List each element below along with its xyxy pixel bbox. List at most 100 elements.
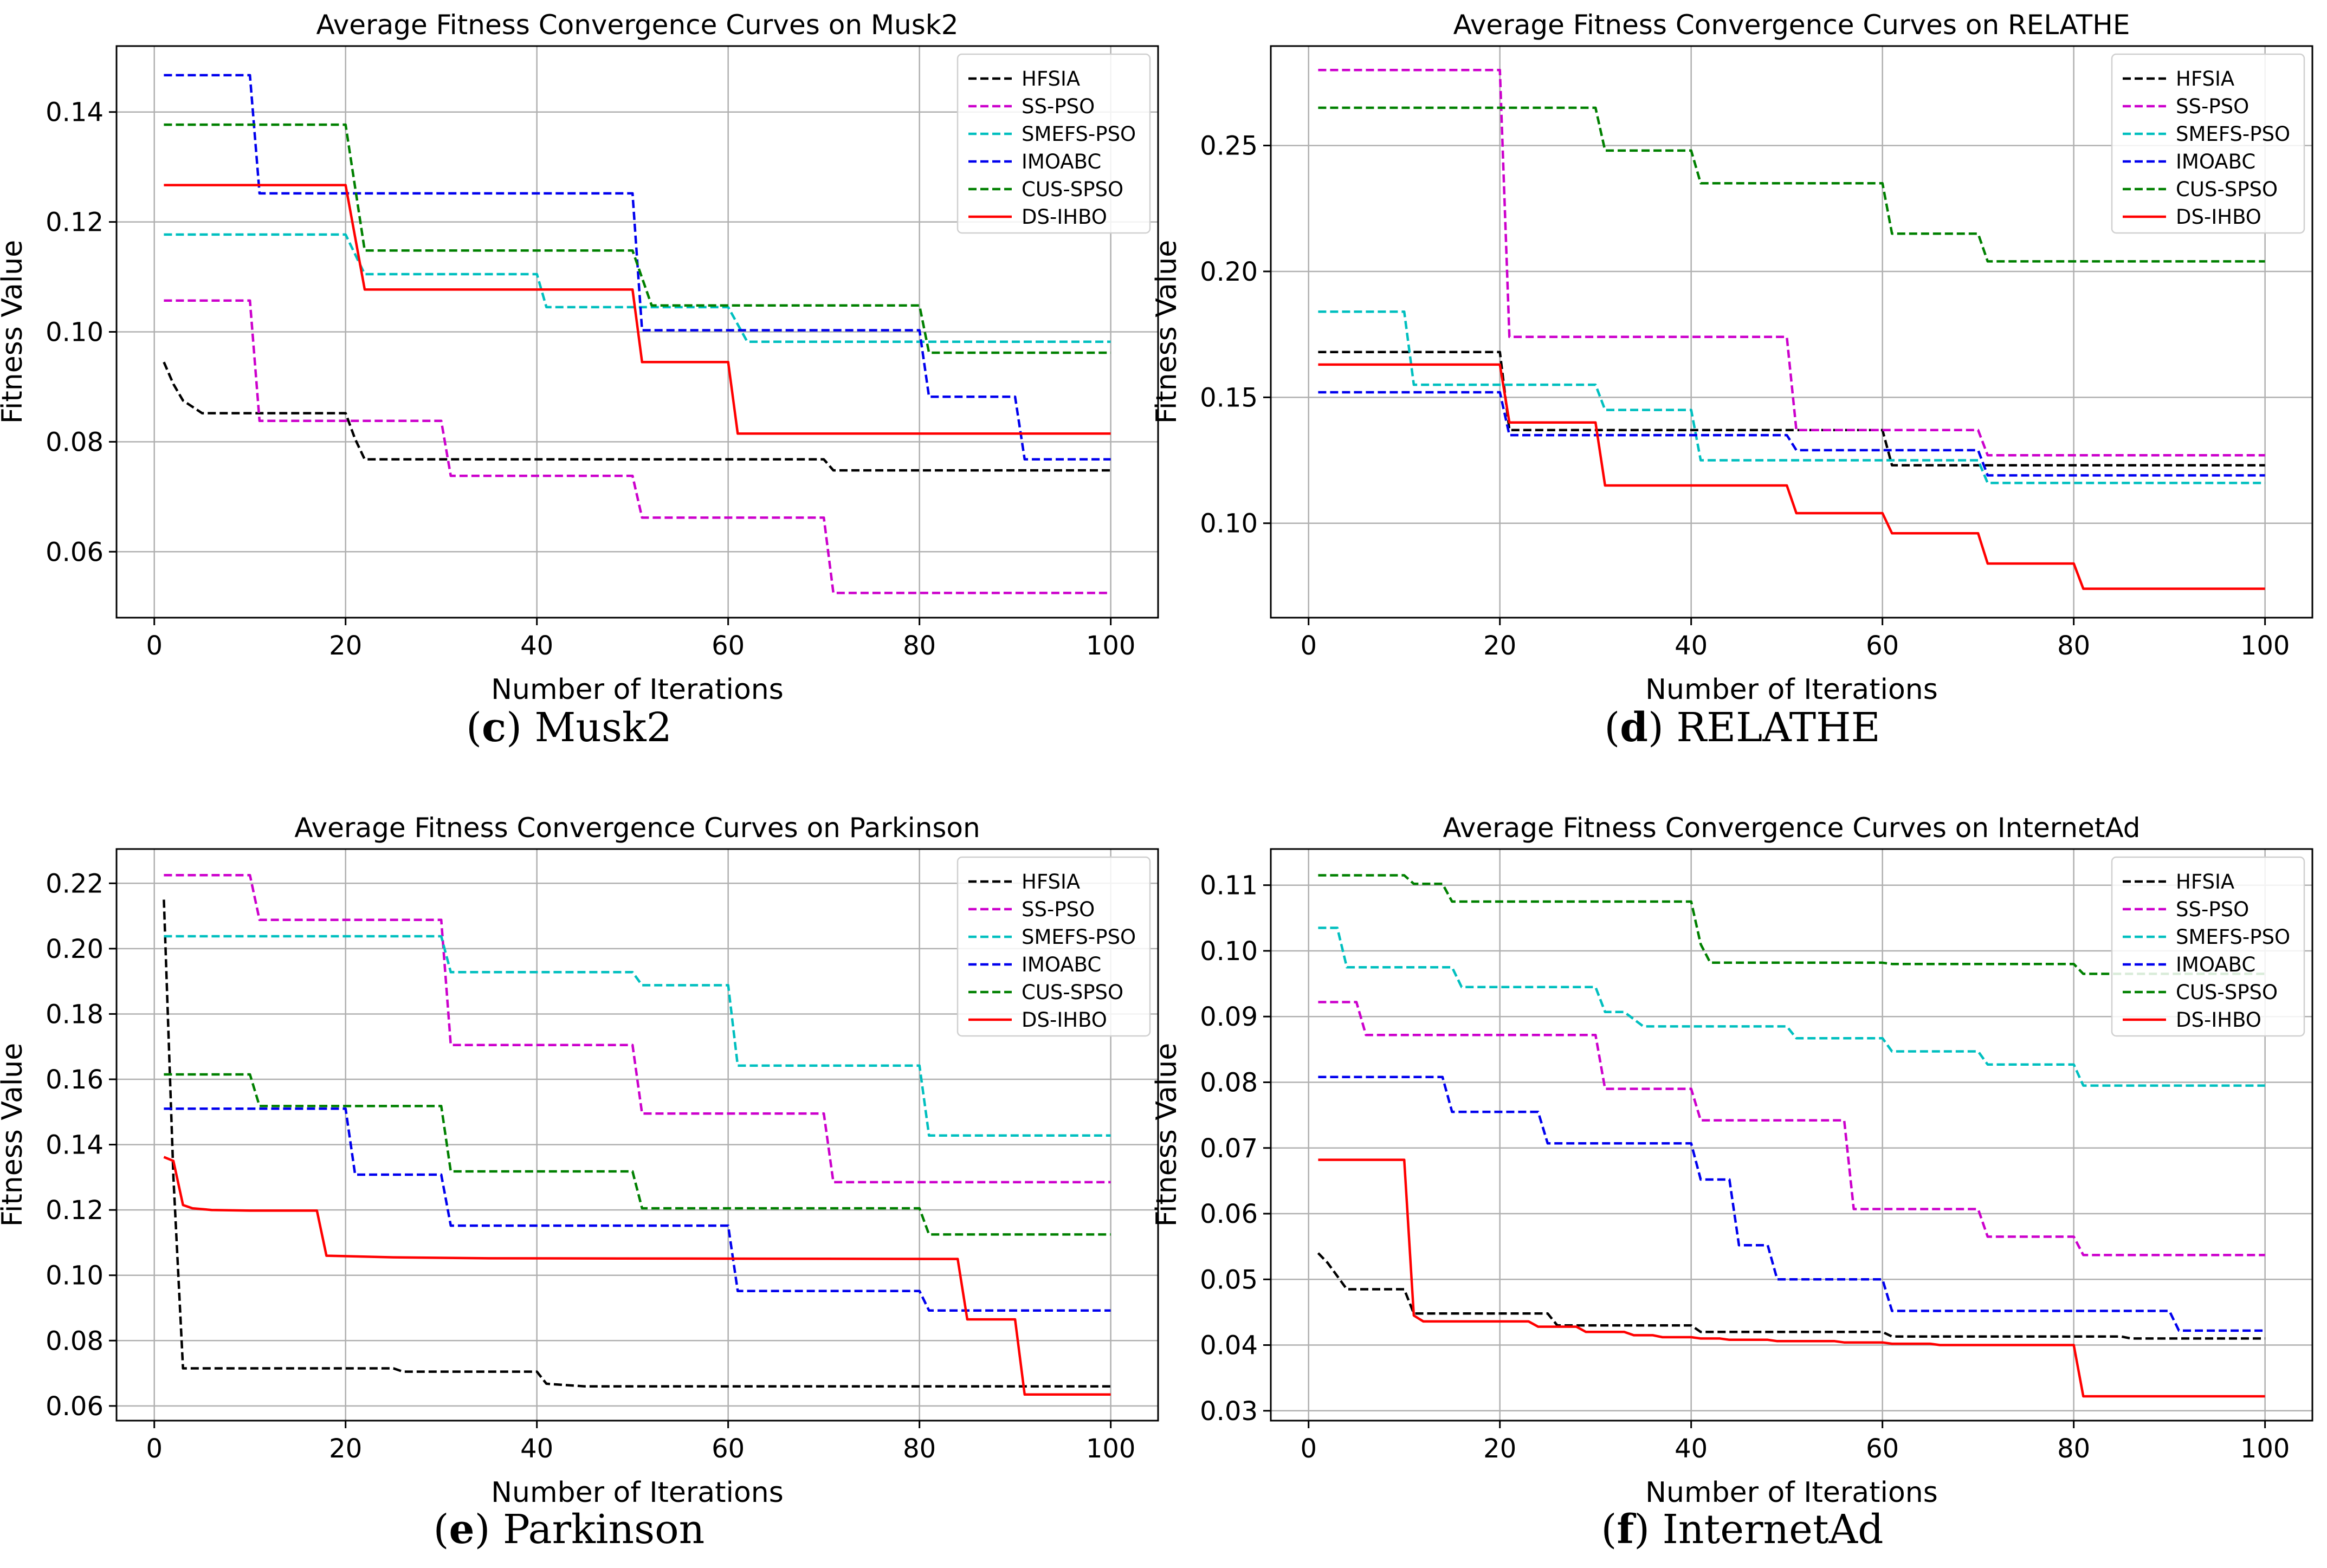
y-tick-label: 0.06 bbox=[46, 1391, 104, 1422]
y-tick-label: 0.06 bbox=[46, 537, 104, 567]
legend-label-ds-ihbo: DS-IHBO bbox=[1022, 1008, 1107, 1032]
plot-frame bbox=[115, 848, 1159, 1422]
series-line-ds-ihbo bbox=[1318, 363, 2265, 590]
legend-label-smefs-pso: SMEFS-PSO bbox=[2176, 925, 2290, 949]
caption-parkinson: (e) Parkinson bbox=[433, 1506, 705, 1553]
y-tick-label: 0.12 bbox=[46, 1195, 104, 1226]
legend-label-hfsia: HFSIA bbox=[1022, 67, 1080, 90]
y-tick-label: 0.09 bbox=[1200, 1002, 1258, 1032]
y-tick-label: 0.10 bbox=[1200, 936, 1258, 967]
x-tick-label: 0 bbox=[146, 1434, 163, 1464]
x-tick-label: 0 bbox=[1300, 1434, 1317, 1464]
y-tick-label: 0.20 bbox=[1200, 257, 1258, 287]
y-tick-label: 0.20 bbox=[46, 934, 104, 964]
y-axis-label: Fitness Value bbox=[1150, 240, 1183, 424]
legend-label-imoabc: IMOABC bbox=[2176, 150, 2255, 173]
legend-label-cus-spso: CUS-SPSO bbox=[2176, 178, 2278, 201]
x-tick-label: 80 bbox=[903, 631, 936, 661]
series-line-imoabc bbox=[1318, 1075, 2265, 1332]
y-tick-label: 0.08 bbox=[46, 427, 104, 457]
chart-parkinson: 0 20 40 60 80 100 0.06 0.08 0.10 0.12 0.14 0.16 0.18… bbox=[0, 812, 1159, 1509]
x-tick-label: 20 bbox=[1483, 631, 1516, 661]
series-line-ds-ihbo bbox=[1318, 1158, 2265, 1398]
series-line-cus-spso bbox=[1318, 106, 2265, 263]
y-tick-label: 0.14 bbox=[46, 98, 104, 128]
legend-label-ss-pso: SS-PSO bbox=[1022, 898, 1095, 921]
legend: HFSIA SS-PSO SMEFS-PSO IMOABC CUS-SPSO DS-IHB… bbox=[2111, 53, 2305, 234]
chart-title: Average Fitness Convergence Curves on Mu… bbox=[316, 9, 958, 41]
x-tick-label: 0 bbox=[1300, 631, 1317, 661]
y-tick-label: 0.16 bbox=[46, 1065, 104, 1095]
series-line-cus-spso bbox=[164, 123, 1111, 354]
x-tick-label: 20 bbox=[1483, 1434, 1516, 1464]
y-tick-label: 0.10 bbox=[46, 1261, 104, 1291]
x-tick-label: 40 bbox=[1675, 1434, 1708, 1464]
series-line-ss-pso bbox=[164, 873, 1111, 1184]
y-tick-label: 0.12 bbox=[46, 208, 104, 238]
x-axis-label: Number of Iterations bbox=[1645, 673, 1938, 706]
legend-label-cus-spso: CUS-SPSO bbox=[1022, 178, 1123, 201]
legend-label-ss-pso: SS-PSO bbox=[2176, 898, 2249, 921]
legend-label-imoabc: IMOABC bbox=[1022, 150, 1101, 173]
y-tick-label: 0.08 bbox=[1200, 1067, 1258, 1098]
plot-frame bbox=[1270, 45, 2313, 619]
legend-label-ds-ihbo: DS-IHBO bbox=[2176, 1008, 2261, 1032]
series-line-hfsia bbox=[1318, 351, 2265, 467]
legend: HFSIA SS-PSO SMEFS-PSO IMOABC CUS-SPSO DS-IHB… bbox=[956, 53, 1151, 234]
y-tick-label: 0.03 bbox=[1200, 1396, 1258, 1427]
legend-label-smefs-pso: SMEFS-PSO bbox=[1022, 925, 1136, 949]
series-line-cus-spso bbox=[164, 1073, 1111, 1236]
x-tick-label: 80 bbox=[2057, 1434, 2090, 1464]
y-tick-label: 0.14 bbox=[46, 1130, 104, 1161]
x-axis-label: Number of Iterations bbox=[491, 1476, 784, 1509]
chart-title: Average Fitness Convergence Curves on Pa… bbox=[294, 812, 980, 844]
legend-label-hfsia: HFSIA bbox=[1022, 870, 1080, 893]
series-line-hfsia bbox=[163, 361, 1111, 472]
legend-label-imoabc: IMOABC bbox=[2176, 953, 2255, 976]
y-tick-label: 0.15 bbox=[1200, 383, 1258, 413]
legend: HFSIA SS-PSO SMEFS-PSO IMOABC CUS-SPSO DS-IHB… bbox=[956, 856, 1151, 1037]
x-tick-label: 0 bbox=[146, 631, 163, 661]
x-tick-label: 100 bbox=[1086, 1434, 1136, 1464]
legend: HFSIA SS-PSO SMEFS-PSO IMOABC CUS-SPSO DS-IHB… bbox=[2111, 856, 2305, 1037]
x-tick-label: 100 bbox=[2240, 1434, 2290, 1464]
series-line-ds-ihbo bbox=[163, 1156, 1111, 1396]
y-tick-label: 0.08 bbox=[46, 1326, 104, 1356]
y-tick-label: 0.22 bbox=[46, 869, 104, 899]
plot-frame bbox=[1270, 848, 2313, 1422]
x-tick-label: 80 bbox=[2057, 631, 2090, 661]
chart-title: Average Fitness Convergence Curves on In… bbox=[1443, 812, 2140, 844]
x-tick-label: 20 bbox=[329, 631, 362, 661]
caption-musk2: (c) Musk2 bbox=[466, 704, 672, 751]
chart-internetad: 0 20 40 60 80 100 0.03 0.04 0.05 0.06 0.07 0.08 0.09… bbox=[1150, 812, 2313, 1509]
x-tick-label: 40 bbox=[520, 631, 553, 661]
y-tick-label: 0.04 bbox=[1200, 1331, 1258, 1361]
legend-label-ds-ihbo: DS-IHBO bbox=[2176, 205, 2261, 229]
series-line-hfsia bbox=[163, 899, 1111, 1388]
series-line-smefs-pso bbox=[164, 233, 1111, 344]
series-line-hfsia bbox=[1317, 1252, 2265, 1340]
x-tick-label: 80 bbox=[903, 1434, 936, 1464]
x-tick-label: 100 bbox=[1086, 631, 1136, 661]
y-axis-label: Fitness Value bbox=[0, 1043, 29, 1227]
x-tick-label: 100 bbox=[2240, 631, 2290, 661]
y-axis-label: Fitness Value bbox=[0, 240, 29, 424]
legend-label-ds-ihbo: DS-IHBO bbox=[1022, 205, 1107, 229]
x-tick-label: 60 bbox=[712, 1434, 745, 1464]
y-tick-label: 0.10 bbox=[1200, 509, 1258, 539]
y-tick-label: 0.06 bbox=[1200, 1199, 1258, 1229]
x-tick-label: 60 bbox=[712, 631, 745, 661]
legend-label-hfsia: HFSIA bbox=[2176, 870, 2234, 893]
y-tick-label: 0.25 bbox=[1200, 131, 1258, 161]
series-line-ss-pso bbox=[164, 299, 1111, 594]
series-line-smefs-pso bbox=[1318, 926, 2265, 1087]
y-tick-label: 0.11 bbox=[1200, 871, 1258, 901]
y-axis-label: Fitness Value bbox=[1150, 1043, 1183, 1227]
series-line-imoabc bbox=[164, 74, 1111, 461]
y-tick-label: 0.05 bbox=[1200, 1265, 1258, 1295]
x-tick-label: 60 bbox=[1866, 1434, 1899, 1464]
legend-label-smefs-pso: SMEFS-PSO bbox=[1022, 122, 1136, 146]
legend-label-cus-spso: CUS-SPSO bbox=[2176, 981, 2278, 1004]
caption-relathe: (d) RELATHE bbox=[1604, 704, 1880, 751]
